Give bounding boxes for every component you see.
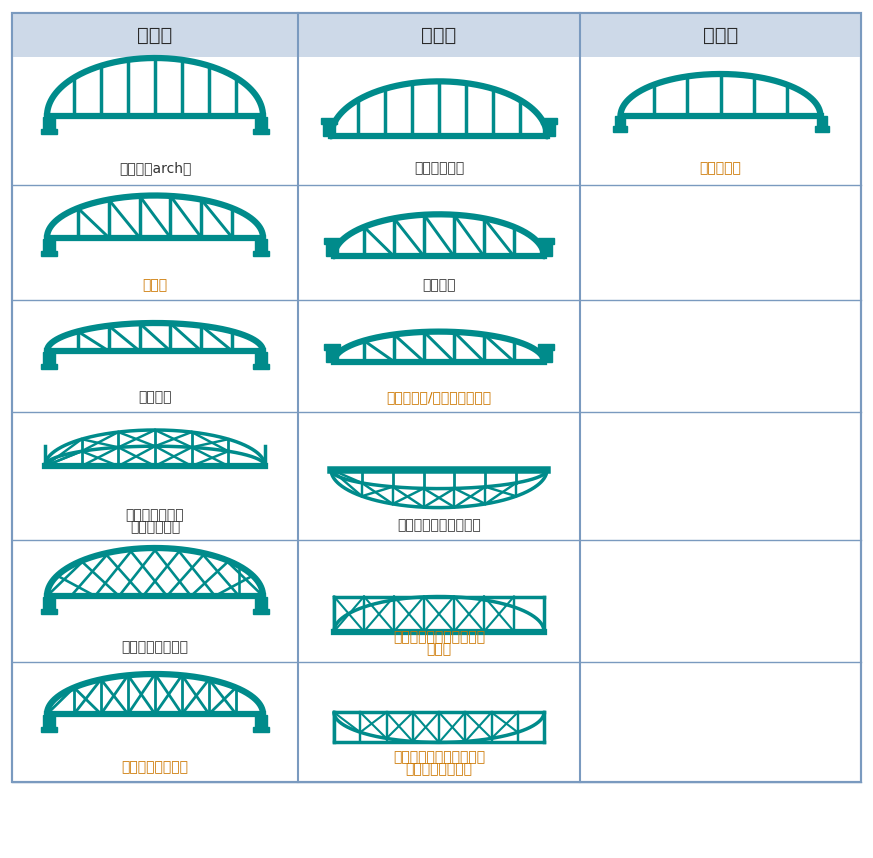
Polygon shape: [255, 715, 267, 727]
Polygon shape: [43, 597, 55, 609]
Polygon shape: [255, 597, 267, 609]
Text: 中路式: 中路式: [703, 26, 739, 45]
Polygon shape: [613, 126, 627, 132]
Polygon shape: [543, 124, 555, 136]
Polygon shape: [816, 116, 827, 126]
Text: ブレースドリブアーチ: ブレースドリブアーチ: [397, 518, 481, 532]
Bar: [12, 13, 861, 782]
Text: トラスドランガー: トラスドランガー: [121, 760, 189, 774]
Polygon shape: [253, 251, 269, 256]
Polygon shape: [41, 727, 57, 732]
Polygon shape: [255, 239, 267, 251]
Text: ブレースドリブ: ブレースドリブ: [126, 508, 184, 522]
Polygon shape: [323, 124, 335, 136]
Bar: [298, 13, 580, 57]
Polygon shape: [253, 129, 269, 134]
Text: スパンドレルブレースド: スパンドレルブレースド: [393, 630, 485, 644]
Bar: [12, 13, 861, 782]
Polygon shape: [43, 117, 55, 129]
Text: バランスドアーチ: バランスドアーチ: [405, 762, 472, 776]
Polygon shape: [815, 126, 828, 132]
Polygon shape: [41, 251, 57, 256]
Polygon shape: [321, 118, 337, 124]
Text: 逆ランガー/スタプボーゲン: 逆ランガー/スタプボーゲン: [387, 390, 491, 404]
Polygon shape: [324, 343, 340, 349]
Bar: [12, 13, 298, 57]
Text: リブアーチ: リブアーチ: [699, 161, 741, 175]
Polygon shape: [540, 349, 552, 361]
Polygon shape: [41, 609, 57, 614]
Polygon shape: [43, 352, 55, 364]
Polygon shape: [615, 116, 624, 126]
Text: ローゼ: ローゼ: [142, 278, 168, 292]
Polygon shape: [538, 239, 554, 245]
Polygon shape: [253, 609, 269, 614]
Bar: [580, 13, 861, 57]
Text: アーチ［arch］: アーチ［arch］: [119, 161, 191, 175]
Polygon shape: [538, 343, 554, 349]
Polygon shape: [541, 118, 557, 124]
Polygon shape: [540, 245, 552, 257]
Polygon shape: [41, 129, 57, 134]
Polygon shape: [324, 239, 340, 245]
Polygon shape: [43, 239, 55, 251]
Polygon shape: [326, 349, 338, 361]
Text: アーチ: アーチ: [426, 642, 451, 656]
Polygon shape: [43, 715, 55, 727]
Text: 上路式: 上路式: [422, 26, 457, 45]
Polygon shape: [255, 352, 267, 364]
Polygon shape: [255, 117, 267, 129]
Text: タイドアーチ: タイドアーチ: [130, 520, 180, 534]
Text: ニールセンローゼ: ニールセンローゼ: [121, 640, 189, 654]
Text: セパンドレルブレースド: セパンドレルブレースド: [393, 750, 485, 764]
Text: 逆ローゼ: 逆ローゼ: [423, 278, 456, 292]
Polygon shape: [41, 364, 57, 369]
Text: 上路式アーチ: 上路式アーチ: [414, 161, 464, 175]
Polygon shape: [253, 727, 269, 732]
Text: ランガー: ランガー: [138, 390, 172, 404]
Polygon shape: [326, 245, 338, 257]
Polygon shape: [253, 364, 269, 369]
Text: 下路式: 下路式: [137, 26, 173, 45]
